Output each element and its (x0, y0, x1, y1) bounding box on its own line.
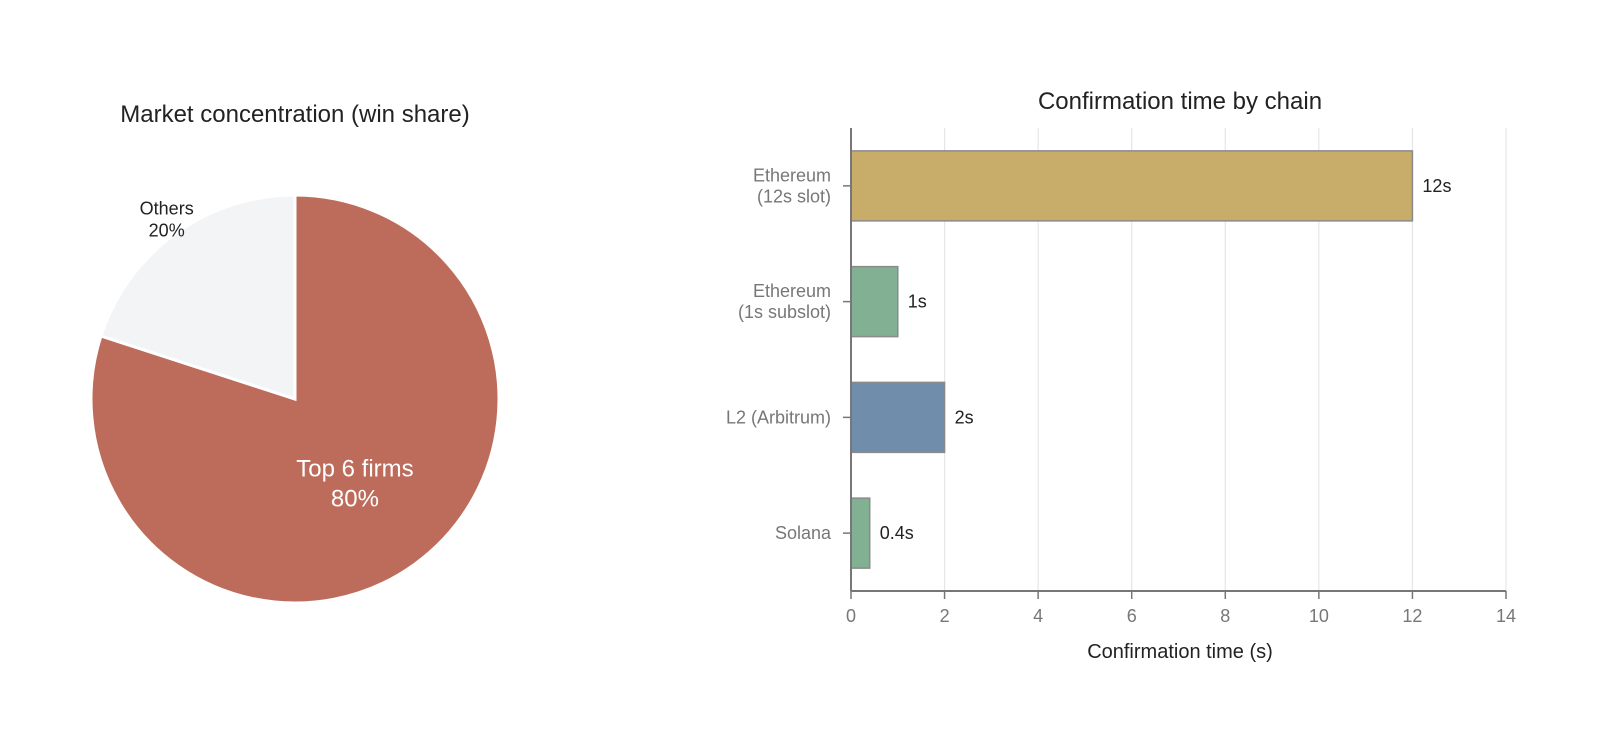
pie-slice-percent: 20% (149, 220, 185, 240)
x-axis-label: Confirmation time (s) (1087, 641, 1273, 663)
y-tick-label: Solana (775, 523, 832, 543)
bar-value-label: 12s (1422, 176, 1451, 196)
pie-slice-percent: 80% (331, 486, 379, 513)
y-tick-label: Ethereum (12s slot) (753, 165, 831, 206)
bar-value-label: 0.4s (880, 523, 914, 543)
pie-slice-label: Top 6 firms (296, 456, 413, 483)
x-tick-label: 14 (1496, 606, 1516, 626)
bar (850, 265, 899, 338)
x-tick-label: 4 (1033, 606, 1043, 626)
y-tick-label: Ethereum (1s subslot) (738, 281, 831, 322)
pie-chart: Market concentration (win share) Top 6 f… (89, 101, 501, 605)
pie-title: Market concentration (win share) (120, 101, 469, 128)
pie-slice-label: Others (140, 198, 194, 218)
x-tick-label: 8 (1220, 606, 1230, 626)
bar (850, 381, 946, 454)
x-tick-label: 6 (1127, 606, 1137, 626)
bar (850, 150, 1414, 222)
bar-title: Confirmation time by chain (1038, 88, 1322, 115)
pie-slice (99, 193, 297, 402)
bar-chart: Confirmation time by chain 0 2 4 6 8 10 12 14 E… (726, 88, 1516, 663)
bar (850, 497, 871, 569)
bar-value-label: 2s (955, 407, 974, 427)
x-tick-label: 2 (940, 606, 950, 626)
bar-value-label: 1s (908, 292, 927, 312)
x-tick-label: 10 (1309, 606, 1329, 626)
y-tick-label: L2 (Arbitrum) (726, 407, 831, 427)
x-tick-label: 12 (1402, 606, 1422, 626)
x-tick-label: 0 (846, 606, 856, 626)
